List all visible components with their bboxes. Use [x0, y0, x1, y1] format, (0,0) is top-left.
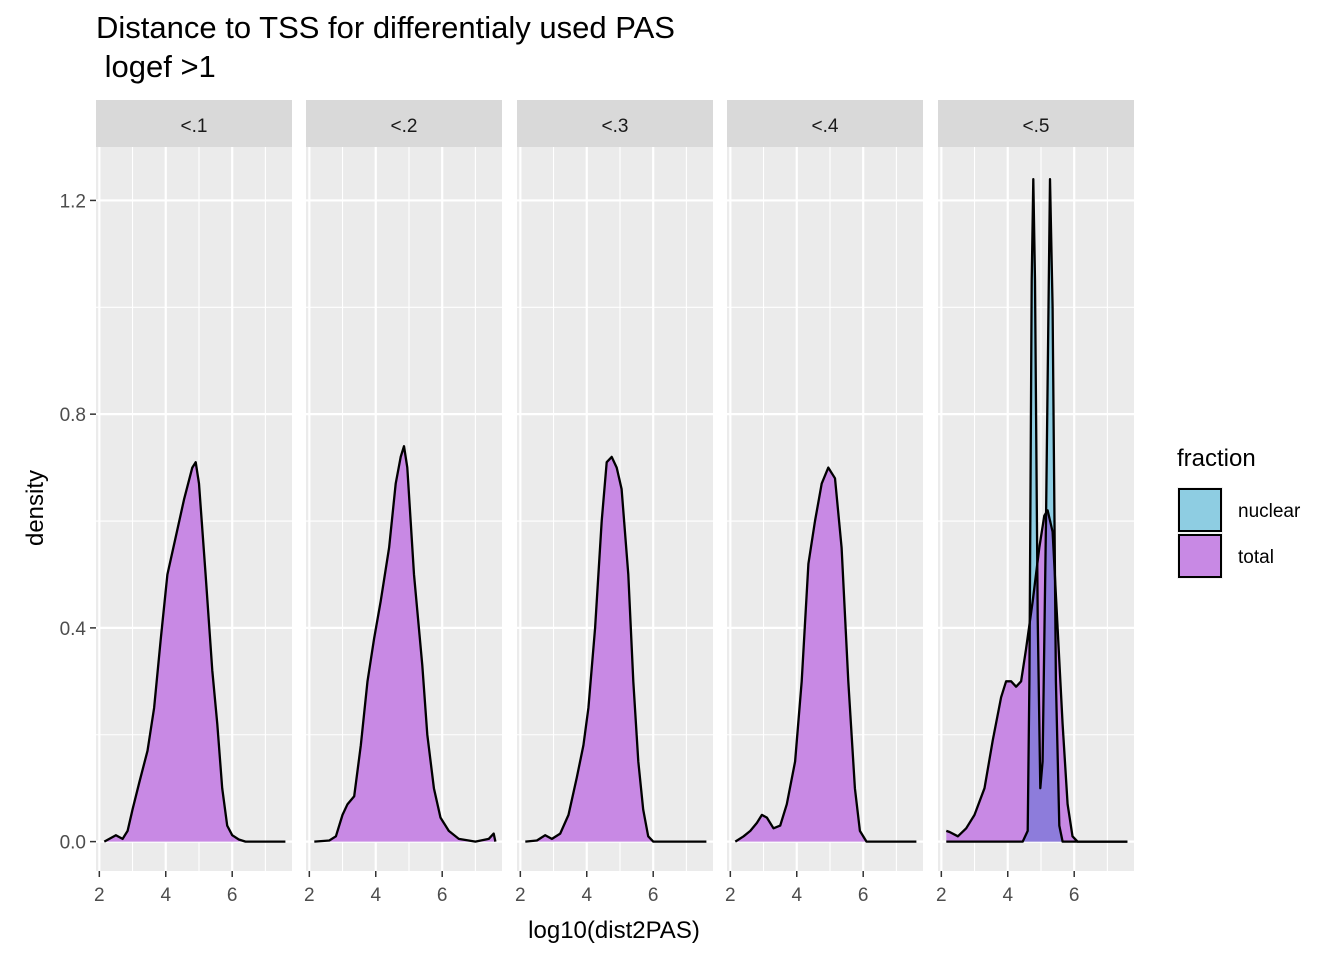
facet-strip [727, 100, 923, 147]
x-tick-label: 4 [791, 885, 802, 906]
x-tick-label: 6 [437, 885, 448, 906]
density-line-total [734, 466, 917, 843]
legend-swatch-nuclear [1178, 488, 1222, 532]
facet-strip-label: <.3 [602, 116, 629, 137]
x-tick-label: 4 [370, 885, 381, 906]
y-tick-label: 0.0 [60, 833, 86, 854]
facet-panel-4: <.4 2 4 6 [725, 100, 923, 906]
facet-strip [517, 100, 713, 147]
chart-title-line-1: Distance to TSS for differentialy used P… [96, 10, 675, 45]
density-line-total [945, 509, 1128, 843]
density-line-total [525, 455, 707, 843]
y-tick-label: 0.8 [60, 405, 86, 426]
facet-strip [938, 100, 1134, 147]
facet-strip [306, 100, 502, 147]
density-area-total [525, 456, 707, 842]
facet-strip-label: <.4 [812, 116, 839, 137]
x-tick-label: 2 [94, 885, 105, 906]
x-tick-label: 4 [1002, 885, 1013, 906]
density-area-total [735, 467, 917, 842]
density-area-total [314, 446, 496, 842]
facet-strip-label: <.1 [181, 116, 208, 137]
y-tick-label: 0.4 [60, 619, 87, 640]
x-axis-label: log10(dist2PAS) [528, 917, 700, 944]
density-area-total [104, 462, 286, 842]
facet-panel-3: <.3 2 4 6 [515, 100, 713, 906]
x-tick-label: 4 [160, 885, 171, 906]
facet-strip-label: <.2 [391, 116, 418, 137]
legend-swatch-total [1178, 534, 1222, 578]
legend-label-nuclear: nuclear [1238, 501, 1301, 522]
x-tick-label: 2 [725, 885, 736, 906]
legend-label-total: total [1238, 547, 1274, 568]
density-line-total [103, 461, 286, 843]
facet-strip-label: <.5 [1023, 116, 1050, 137]
density-line-nuclear [946, 177, 1128, 843]
y-tick-label: 1.2 [60, 191, 86, 212]
chart-title-line-2: logef >1 [96, 49, 216, 84]
x-tick-label: 2 [515, 885, 526, 906]
facet-strip [96, 100, 292, 147]
x-tick-label: 6 [648, 885, 659, 906]
x-tick-label: 2 [936, 885, 947, 906]
density-line-total [314, 445, 497, 843]
legend-title: fraction [1177, 445, 1256, 472]
x-tick-label: 2 [304, 885, 315, 906]
facet-panel-5: <.5 2 4 6 [936, 100, 1134, 906]
x-tick-label: 6 [858, 885, 869, 906]
legend: fraction nuclear total [1177, 445, 1301, 579]
facet-panel-1: <.1 2 4 6 [94, 100, 292, 906]
x-tick-label: 4 [581, 885, 592, 906]
x-tick-label: 6 [1069, 885, 1080, 906]
x-tick-label: 6 [227, 885, 238, 906]
facet-panel-2: <.2 2 4 6 [304, 100, 502, 906]
